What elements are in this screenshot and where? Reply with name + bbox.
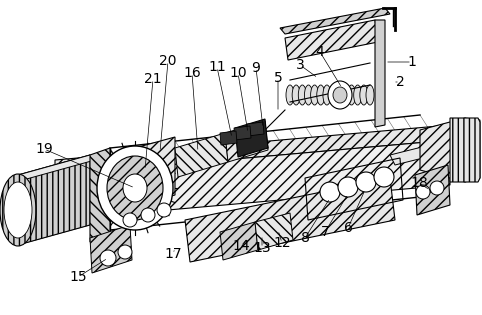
Polygon shape <box>90 148 110 242</box>
Ellipse shape <box>123 174 147 202</box>
Polygon shape <box>420 118 470 182</box>
Ellipse shape <box>305 85 312 105</box>
Polygon shape <box>18 155 90 245</box>
Polygon shape <box>235 119 268 157</box>
Polygon shape <box>285 20 378 60</box>
Text: 4: 4 <box>316 45 324 59</box>
Text: 21: 21 <box>144 72 162 86</box>
Ellipse shape <box>348 85 356 105</box>
Polygon shape <box>18 155 95 180</box>
Text: 9: 9 <box>252 61 260 75</box>
Ellipse shape <box>4 182 32 238</box>
Ellipse shape <box>366 85 374 105</box>
Text: 6: 6 <box>344 221 352 235</box>
Polygon shape <box>225 121 268 162</box>
Ellipse shape <box>141 208 155 222</box>
Ellipse shape <box>107 156 163 220</box>
Text: 5: 5 <box>274 71 282 85</box>
Text: 11: 11 <box>208 60 226 74</box>
Text: 2: 2 <box>396 75 404 89</box>
Polygon shape <box>185 178 395 262</box>
Polygon shape <box>55 140 450 220</box>
Ellipse shape <box>416 185 430 199</box>
Ellipse shape <box>374 167 394 187</box>
Ellipse shape <box>356 172 376 192</box>
Text: 16: 16 <box>183 66 201 80</box>
Polygon shape <box>255 213 293 250</box>
Ellipse shape <box>354 85 362 105</box>
Ellipse shape <box>329 85 337 105</box>
Polygon shape <box>220 222 258 260</box>
Text: 7: 7 <box>321 225 329 239</box>
Polygon shape <box>90 225 132 273</box>
Ellipse shape <box>157 203 171 217</box>
Ellipse shape <box>328 81 352 109</box>
Ellipse shape <box>317 85 325 105</box>
Polygon shape <box>55 125 450 175</box>
Polygon shape <box>247 122 264 136</box>
Ellipse shape <box>341 85 349 105</box>
Text: 19: 19 <box>35 142 53 156</box>
Polygon shape <box>120 137 175 210</box>
Ellipse shape <box>97 146 173 230</box>
Ellipse shape <box>292 85 300 105</box>
Ellipse shape <box>338 177 358 197</box>
Ellipse shape <box>320 182 340 202</box>
Text: 15: 15 <box>69 270 87 284</box>
Ellipse shape <box>118 245 132 259</box>
Text: 20: 20 <box>159 54 177 68</box>
Text: 8: 8 <box>301 231 309 245</box>
Text: 10: 10 <box>229 66 247 80</box>
Ellipse shape <box>310 85 319 105</box>
Ellipse shape <box>323 85 331 105</box>
Polygon shape <box>415 165 450 215</box>
Polygon shape <box>450 118 480 182</box>
Text: 14: 14 <box>232 239 250 253</box>
Text: 12: 12 <box>273 236 291 250</box>
Polygon shape <box>390 135 475 165</box>
Text: 17: 17 <box>164 247 182 261</box>
Polygon shape <box>465 118 480 182</box>
Polygon shape <box>220 131 237 145</box>
Text: 18: 18 <box>410 176 428 190</box>
Text: 1: 1 <box>408 55 416 69</box>
Polygon shape <box>280 8 390 34</box>
Ellipse shape <box>333 87 347 103</box>
Polygon shape <box>175 133 228 177</box>
Text: 3: 3 <box>295 58 304 72</box>
Ellipse shape <box>286 85 294 105</box>
Ellipse shape <box>430 181 444 195</box>
Ellipse shape <box>100 250 116 266</box>
Ellipse shape <box>0 174 36 246</box>
Text: 13: 13 <box>253 241 271 255</box>
Polygon shape <box>375 20 385 127</box>
Ellipse shape <box>123 213 137 227</box>
Polygon shape <box>234 126 251 140</box>
Ellipse shape <box>335 85 343 105</box>
Ellipse shape <box>298 85 306 105</box>
Ellipse shape <box>360 85 368 105</box>
